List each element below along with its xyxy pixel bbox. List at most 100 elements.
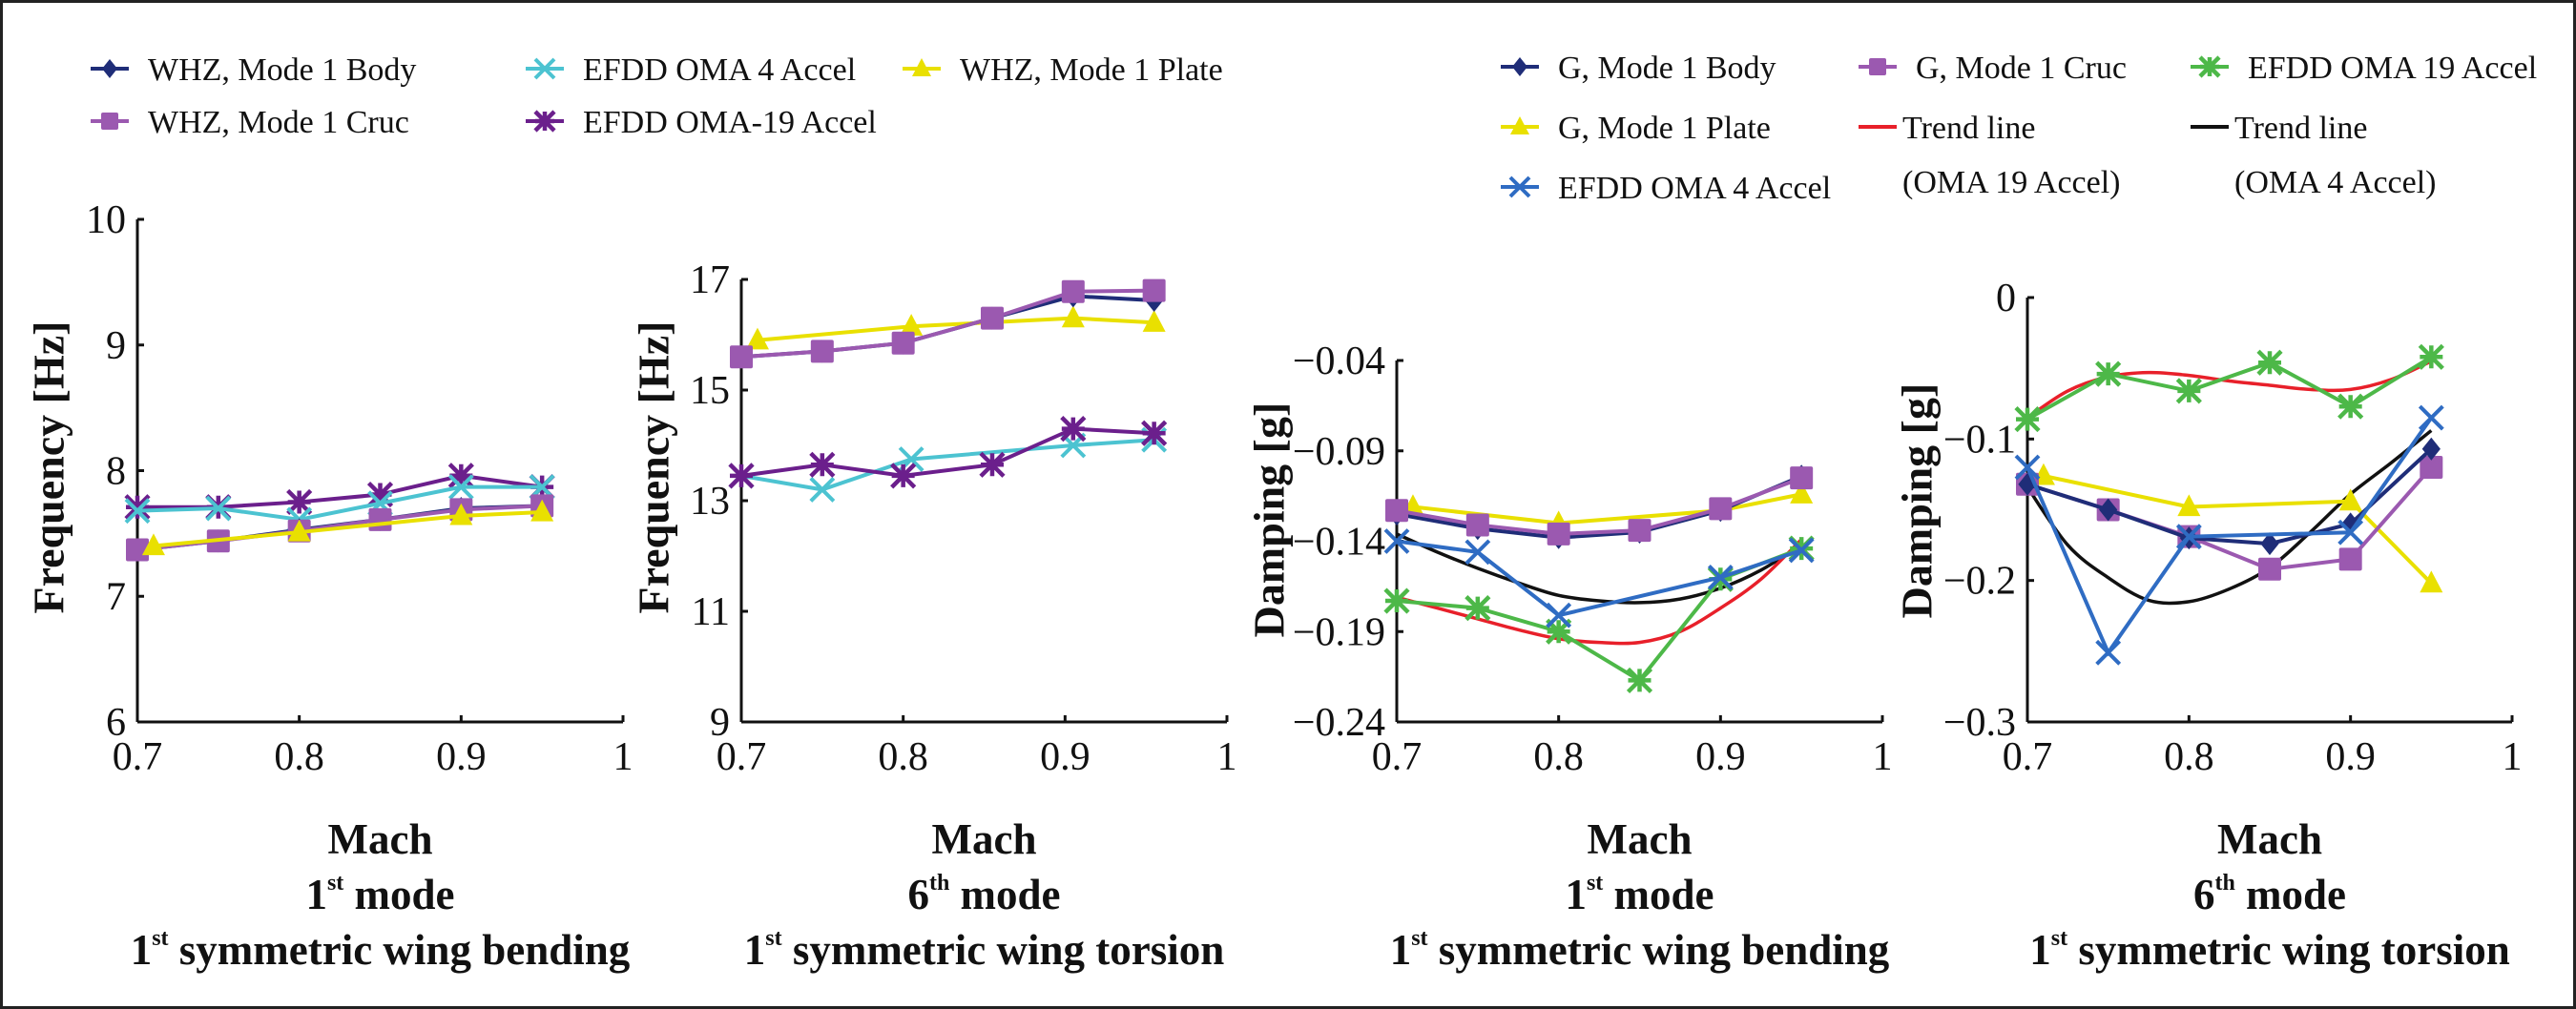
description-text: symmetric wing torsion <box>781 926 1225 974</box>
y-tick-label: 9 <box>106 324 126 368</box>
data-point-asterisk <box>1060 416 1087 443</box>
legend-item: G, Mode 1 Body <box>1501 51 1776 86</box>
legend-label: (OMA 4 Accel) <box>2234 165 2437 200</box>
mode-text: mode <box>1603 871 1714 918</box>
y-axis-title: Frequency [Hz] <box>630 320 678 613</box>
series-line <box>2026 355 2433 422</box>
legend-item: EFDD OMA 19 Accel <box>2191 51 2537 86</box>
legend-label: WHZ, Mode 1 Body <box>148 52 416 88</box>
y-tick-label: −0.3 <box>1943 701 2016 745</box>
data-point-square <box>730 345 753 369</box>
x-tick-label: 0.7 <box>1372 735 1423 779</box>
x-tick-label: 1 <box>1217 735 1237 779</box>
legend-label: EFDD OMA 4 Accel <box>583 52 856 88</box>
mode-suffix: th <box>928 871 950 896</box>
mode-text: mode <box>343 871 455 918</box>
data-point-x <box>205 495 232 522</box>
series-efdd-oma-19-accel <box>1383 535 1815 694</box>
y-tick-label: −0.24 <box>1293 701 1385 745</box>
triangle-marker-icon <box>1510 116 1529 134</box>
legend-label: EFDD OMA 19 Accel <box>2248 51 2537 86</box>
y-tick-label: −0.2 <box>1943 560 2016 604</box>
x-axis-title: Mach <box>931 815 1037 863</box>
data-point-triangle <box>2177 494 2201 517</box>
x-tick-label: 0.9 <box>2325 735 2376 779</box>
data-point-x <box>1465 539 1491 566</box>
trend-line <box>2026 360 2433 420</box>
data-point-asterisk <box>1465 595 1491 622</box>
legend-1: WHZ, Mode 1 Body WHZ, Mode 1 Cruc EFDD OMA… <box>91 52 1223 140</box>
y-tick-label: 17 <box>690 258 730 302</box>
y-tick-label: 10 <box>86 198 126 242</box>
chart-caption: Mach 6th mode 1st symmetric wing torsion <box>679 818 1290 984</box>
legend-label: Trend line <box>1902 111 2035 146</box>
series-efdd-oma-4-accel <box>2014 404 2444 666</box>
y-tick-label: −0.1 <box>1943 418 2016 462</box>
mode-label: 1st mode <box>1335 871 1945 929</box>
mode-description: 1st symmetric wing torsion <box>1964 926 2575 984</box>
description-text: symmetric wing bending <box>168 926 631 974</box>
chart-caption: Mach 1st mode 1st symmetric wing bending <box>75 818 686 984</box>
chart-4: −0.3 −0.2 −0.1 0 0.7 0.8 0.9 1 Damping [g] <box>1893 277 2523 779</box>
data-point-diamond <box>2260 532 2279 556</box>
legend-label: G, Mode 1 Body <box>1558 51 1776 86</box>
series-trend-line-oma-4-accel- <box>2025 429 2433 606</box>
mode-label: 1st mode <box>75 871 686 929</box>
description-number: 1 <box>743 926 766 974</box>
series-g-mode-1-cruc <box>1385 466 1814 546</box>
y-axis-title: Damping [g] <box>1893 383 1942 619</box>
data-point-asterisk <box>1626 667 1653 694</box>
series-whz-mode-1-cruc <box>730 278 1166 369</box>
series-line <box>2026 465 2433 571</box>
data-point-x <box>124 498 151 525</box>
x-tick-label: 0.7 <box>2003 735 2053 779</box>
x-tick-label: 1 <box>1873 735 1893 779</box>
square-marker-icon <box>101 113 118 130</box>
series-whz-mode-1-plate <box>141 499 554 556</box>
data-point-x <box>1788 537 1815 564</box>
series-line <box>153 509 543 548</box>
description-suffix: st <box>152 926 169 951</box>
legend-2: G, Mode 1 Body G, Mode 1 Plate EFDD OMA 4 … <box>1501 51 2537 206</box>
asterisk-marker-icon <box>2198 55 2221 78</box>
legend-label: EFDD OMA 4 Accel <box>1558 171 1831 206</box>
data-point-x <box>1546 602 1572 628</box>
y-tick-label: −0.14 <box>1293 521 1385 565</box>
data-point-asterisk <box>1383 587 1410 614</box>
legend-label: WHZ, Mode 1 Cruc <box>148 105 409 140</box>
x-axis-title: Mach <box>2217 815 2322 863</box>
trend-line <box>2025 429 2433 606</box>
series-line <box>136 484 543 522</box>
series-efdd-oma-19-accel <box>2014 343 2444 433</box>
data-point-asterisk <box>124 494 151 521</box>
square-marker-icon <box>1869 58 1886 75</box>
y-tick-label: 7 <box>106 575 126 619</box>
data-point-x <box>1707 564 1734 590</box>
legend-label: G, Mode 1 Cruc <box>1916 51 2127 86</box>
legend-item: Trend line (OMA 19 Accel) <box>1859 111 2121 200</box>
y-tick-label: −0.04 <box>1293 340 1385 383</box>
data-point-triangle <box>745 327 769 350</box>
data-point-triangle <box>2338 488 2362 511</box>
series-g-mode-1-cruc <box>2016 456 2443 581</box>
data-point-asterisk <box>447 463 474 489</box>
data-point-square <box>368 507 392 531</box>
legend-item: WHZ, Mode 1 Cruc <box>91 105 409 140</box>
series-g-mode-1-plate <box>2031 463 2443 593</box>
series-efdd-oma-4-accel <box>1383 528 1815 628</box>
mode-text: mode <box>949 871 1061 918</box>
diamond-marker-icon <box>102 59 117 78</box>
mode-description: 1st symmetric wing bending <box>75 926 686 984</box>
data-point-square <box>1385 499 1408 523</box>
data-point-asterisk <box>2337 393 2364 420</box>
triangle-marker-icon <box>912 58 931 76</box>
mode-label: 6th mode <box>1964 872 2575 929</box>
legend-item: EFDD OMA 4 Accel <box>1501 171 1831 206</box>
mode-label: 6th mode <box>679 871 1290 929</box>
mode-description: 1st symmetric wing torsion <box>679 926 1290 984</box>
description-number: 1 <box>2029 926 2051 974</box>
data-point-square <box>2258 557 2281 581</box>
data-point-square <box>980 306 1004 330</box>
diamond-marker-icon <box>1512 57 1527 76</box>
x-tick-label: 0.7 <box>717 735 767 779</box>
